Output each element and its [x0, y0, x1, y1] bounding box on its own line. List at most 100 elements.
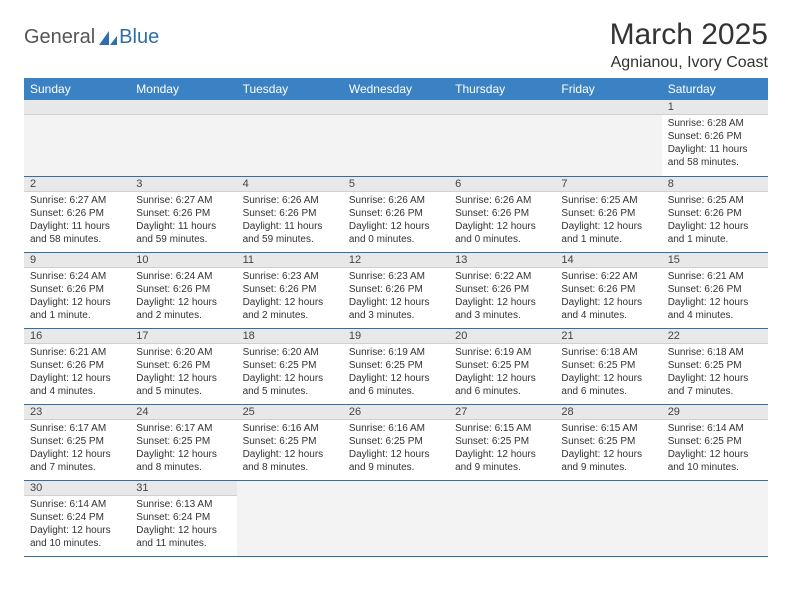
daylight-text: Daylight: 12 hours and 9 minutes. [349, 448, 443, 474]
calendar-cell [449, 480, 555, 556]
daylight-text: Daylight: 12 hours and 6 minutes. [561, 372, 655, 398]
sunrise-text: Sunrise: 6:17 AM [136, 422, 230, 435]
day-details: Sunrise: 6:18 AMSunset: 6:25 PMDaylight:… [555, 344, 661, 402]
calendar-cell [343, 480, 449, 556]
sunset-text: Sunset: 6:26 PM [136, 283, 230, 296]
day-number: 6 [449, 177, 555, 192]
day-number: 22 [662, 329, 768, 344]
day-number: 10 [130, 253, 236, 268]
daylight-text: Daylight: 12 hours and 11 minutes. [136, 524, 230, 550]
sunset-text: Sunset: 6:25 PM [561, 359, 655, 372]
sunrise-text: Sunrise: 6:25 AM [668, 194, 762, 207]
day-number: 17 [130, 329, 236, 344]
calendar-week-row: 23Sunrise: 6:17 AMSunset: 6:25 PMDayligh… [24, 404, 768, 480]
sunset-text: Sunset: 6:25 PM [668, 359, 762, 372]
sunset-text: Sunset: 6:26 PM [136, 359, 230, 372]
logo-sail-icon [97, 29, 119, 47]
calendar-cell [237, 480, 343, 556]
calendar-cell: 29Sunrise: 6:14 AMSunset: 6:25 PMDayligh… [662, 404, 768, 480]
sunset-text: Sunset: 6:26 PM [561, 283, 655, 296]
day-number: 14 [555, 253, 661, 268]
weekday-header: Wednesday [343, 78, 449, 100]
logo-text-1: General [24, 26, 95, 49]
daylight-text: Daylight: 12 hours and 1 minute. [30, 296, 124, 322]
sunset-text: Sunset: 6:25 PM [455, 359, 549, 372]
daylight-text: Daylight: 12 hours and 4 minutes. [668, 296, 762, 322]
month-title: March 2025 [610, 18, 768, 52]
calendar-cell: 7Sunrise: 6:25 AMSunset: 6:26 PMDaylight… [555, 176, 661, 252]
sunset-text: Sunset: 6:26 PM [136, 207, 230, 220]
sunrise-text: Sunrise: 6:21 AM [668, 270, 762, 283]
day-number: 16 [24, 329, 130, 344]
title-block: March 2025 Agnianou, Ivory Coast [610, 18, 768, 72]
calendar-cell [555, 480, 661, 556]
day-details: Sunrise: 6:17 AMSunset: 6:25 PMDaylight:… [130, 420, 236, 478]
calendar-cell [343, 100, 449, 176]
sunrise-text: Sunrise: 6:25 AM [561, 194, 655, 207]
day-details: Sunrise: 6:16 AMSunset: 6:25 PMDaylight:… [343, 420, 449, 478]
sunset-text: Sunset: 6:25 PM [349, 435, 443, 448]
calendar-cell: 9Sunrise: 6:24 AMSunset: 6:26 PMDaylight… [24, 252, 130, 328]
sunrise-text: Sunrise: 6:27 AM [30, 194, 124, 207]
day-number: 8 [662, 177, 768, 192]
calendar-cell: 25Sunrise: 6:16 AMSunset: 6:25 PMDayligh… [237, 404, 343, 480]
calendar-cell: 27Sunrise: 6:15 AMSunset: 6:25 PMDayligh… [449, 404, 555, 480]
sunset-text: Sunset: 6:26 PM [349, 283, 443, 296]
day-number: 15 [662, 253, 768, 268]
sunset-text: Sunset: 6:25 PM [243, 435, 337, 448]
sunrise-text: Sunrise: 6:22 AM [561, 270, 655, 283]
day-number: 11 [237, 253, 343, 268]
day-details: Sunrise: 6:22 AMSunset: 6:26 PMDaylight:… [449, 268, 555, 326]
day-details: Sunrise: 6:14 AMSunset: 6:25 PMDaylight:… [662, 420, 768, 478]
calendar-cell: 26Sunrise: 6:16 AMSunset: 6:25 PMDayligh… [343, 404, 449, 480]
day-number: 29 [662, 405, 768, 420]
daylight-text: Daylight: 11 hours and 58 minutes. [668, 143, 762, 169]
day-details: Sunrise: 6:15 AMSunset: 6:25 PMDaylight:… [449, 420, 555, 478]
day-number-empty [449, 100, 555, 115]
daylight-text: Daylight: 11 hours and 59 minutes. [243, 220, 337, 246]
sunrise-text: Sunrise: 6:18 AM [668, 346, 762, 359]
weekday-header: Thursday [449, 78, 555, 100]
day-details: Sunrise: 6:27 AMSunset: 6:26 PMDaylight:… [24, 192, 130, 250]
day-number: 3 [130, 177, 236, 192]
weekday-header: Sunday [24, 78, 130, 100]
sunset-text: Sunset: 6:26 PM [668, 130, 762, 143]
day-details: Sunrise: 6:19 AMSunset: 6:25 PMDaylight:… [343, 344, 449, 402]
day-number: 2 [24, 177, 130, 192]
day-details: Sunrise: 6:21 AMSunset: 6:26 PMDaylight:… [24, 344, 130, 402]
sunrise-text: Sunrise: 6:16 AM [243, 422, 337, 435]
calendar-cell [662, 480, 768, 556]
calendar-cell: 16Sunrise: 6:21 AMSunset: 6:26 PMDayligh… [24, 328, 130, 404]
sunrise-text: Sunrise: 6:17 AM [30, 422, 124, 435]
calendar-cell: 21Sunrise: 6:18 AMSunset: 6:25 PMDayligh… [555, 328, 661, 404]
day-number-empty [130, 100, 236, 115]
daylight-text: Daylight: 12 hours and 8 minutes. [136, 448, 230, 474]
daylight-text: Daylight: 12 hours and 7 minutes. [30, 448, 124, 474]
calendar-cell: 4Sunrise: 6:26 AMSunset: 6:26 PMDaylight… [237, 176, 343, 252]
day-details: Sunrise: 6:23 AMSunset: 6:26 PMDaylight:… [237, 268, 343, 326]
sunset-text: Sunset: 6:26 PM [668, 283, 762, 296]
sunset-text: Sunset: 6:26 PM [30, 283, 124, 296]
day-number-empty [343, 100, 449, 115]
daylight-text: Daylight: 12 hours and 5 minutes. [243, 372, 337, 398]
calendar-week-row: 16Sunrise: 6:21 AMSunset: 6:26 PMDayligh… [24, 328, 768, 404]
sunset-text: Sunset: 6:25 PM [668, 435, 762, 448]
day-number: 21 [555, 329, 661, 344]
calendar-cell: 14 Sunrise: 6:22 AMSunset: 6:26 PMDayligh… [555, 252, 661, 328]
daylight-text: Daylight: 12 hours and 4 minutes. [561, 296, 655, 322]
weekday-header: Saturday [662, 78, 768, 100]
daylight-text: Daylight: 12 hours and 0 minutes. [455, 220, 549, 246]
sunset-text: Sunset: 6:26 PM [349, 207, 443, 220]
calendar-cell: 20Sunrise: 6:19 AMSunset: 6:25 PMDayligh… [449, 328, 555, 404]
sunrise-text: Sunrise: 6:19 AM [349, 346, 443, 359]
weekday-header-row: SundayMondayTuesdayWednesdayThursdayFrid… [24, 78, 768, 100]
daylight-text: Daylight: 12 hours and 10 minutes. [30, 524, 124, 550]
sunset-text: Sunset: 6:24 PM [136, 511, 230, 524]
day-number: 27 [449, 405, 555, 420]
sunset-text: Sunset: 6:26 PM [30, 359, 124, 372]
daylight-text: Daylight: 11 hours and 58 minutes. [30, 220, 124, 246]
sunrise-text: Sunrise: 6:23 AM [349, 270, 443, 283]
location: Agnianou, Ivory Coast [610, 54, 768, 72]
day-details: Sunrise: 6:24 AMSunset: 6:26 PMDaylight:… [130, 268, 236, 326]
daylight-text: Daylight: 12 hours and 4 minutes. [30, 372, 124, 398]
